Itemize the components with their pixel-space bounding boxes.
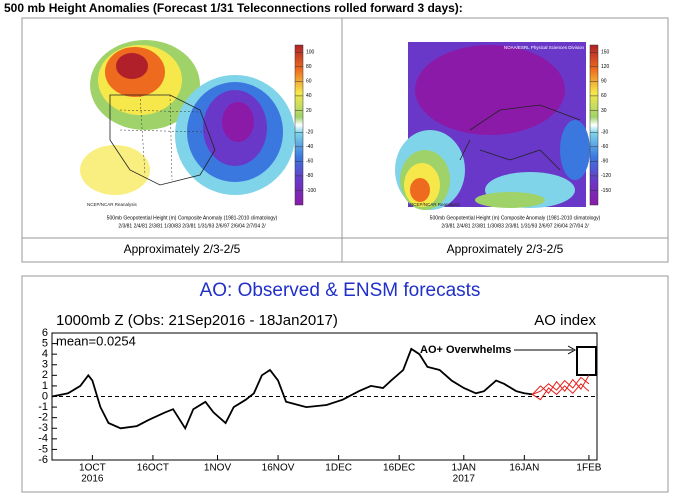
- x-tick-label: 1FEB: [576, 463, 601, 474]
- map-footer: 500mb Geopotential Height (m) Composite …: [107, 215, 278, 221]
- x-year-label: 2017: [453, 474, 476, 485]
- map-caption: Approximately 2/3-2/5: [447, 242, 564, 256]
- x-tick-label: 16DEC: [383, 463, 415, 474]
- x-year-label: 2016: [81, 474, 104, 485]
- series-line: [532, 376, 590, 395]
- map-source: NCEP/NCAR Reanalysis: [410, 202, 461, 207]
- y-tick-label: -1: [38, 401, 48, 413]
- x-tick-label: 1NOV: [204, 463, 232, 474]
- annotation-arrowhead: [567, 345, 577, 355]
- y-tick-label: 4: [42, 348, 48, 360]
- y-tick-label: 5: [42, 337, 48, 349]
- y-tick-label: -4: [38, 433, 48, 445]
- y-tick-label: -5: [38, 443, 48, 455]
- mean-label: mean=0.0254: [56, 333, 136, 348]
- y-tick-label: 1: [42, 380, 48, 392]
- series-line: [51, 347, 533, 431]
- colorbar-tick-label: 150: [601, 50, 610, 56]
- x-tick-label: 1DEC: [325, 463, 352, 474]
- y-tick-label: -3: [38, 422, 48, 434]
- map-caption: Approximately 2/3-2/5: [124, 242, 241, 256]
- y-tick-label: -6: [38, 454, 48, 466]
- colorbar-tick-label: 30: [601, 108, 607, 114]
- y-tick-label: 3: [42, 359, 48, 371]
- colorbar-tick-label: 60: [306, 79, 312, 85]
- x-tick-label: 16OCT: [137, 463, 169, 474]
- colorbar-tick-label: 60: [601, 93, 607, 99]
- map-footer: 500mb Geopotential Height (m) Composite …: [430, 215, 601, 221]
- colorbar-tick-label: -60: [306, 159, 313, 165]
- map-panel: [21, 17, 669, 263]
- colorbar-tick-label: -20: [306, 130, 313, 136]
- y-tick-label: -2: [38, 412, 48, 424]
- colorbar-tick-label: -80: [306, 173, 313, 179]
- x-tick-label: 1OCT: [79, 463, 106, 474]
- index-label: AO index: [534, 312, 596, 329]
- map-dates: 2/3/81 2/4/81 2/3/81 1/30/83 2/3/81 1/31…: [441, 223, 589, 229]
- chart-panel: [21, 275, 669, 493]
- map-source: NCEP/NCAR Reanalysis: [87, 202, 138, 207]
- colorbar-tick-label: 90: [601, 79, 607, 85]
- colorbar-tick-label: 20: [306, 108, 312, 114]
- x-tick-label: 16NOV: [262, 463, 295, 474]
- map-right: [395, 42, 599, 210]
- map-left: [80, 40, 304, 210]
- colorbar-tick-label: 100: [306, 50, 315, 56]
- y-tick-label: 6: [42, 327, 48, 339]
- header: 500 mb Height Anomalies (Forecast 1/31 T…: [4, 1, 463, 15]
- colorbar-tick-label: -40: [306, 144, 313, 150]
- map-dates: 2/3/81 2/4/81 2/3/81 1/30/83 2/3/81 1/31…: [118, 223, 266, 229]
- series-line: [532, 375, 590, 395]
- annotation-box: [576, 346, 597, 376]
- y-tick-label: 2: [42, 369, 48, 381]
- chart-title: AO: Observed & ENSM forecasts: [200, 280, 481, 301]
- colorbar-tick-label: -150: [601, 188, 611, 194]
- x-tick-label: 16JAN: [509, 463, 539, 474]
- y-tick-label: 0: [42, 390, 48, 402]
- colorbar-tick-label: 80: [306, 64, 312, 70]
- colorbar-tick-label: -30: [601, 130, 608, 136]
- colorbar-tick-label: -120: [601, 173, 611, 179]
- colorbar-tick-label: 120: [601, 64, 610, 70]
- chart-subtitle: 1000mb Z (Obs: 21Sep2016 - 18Jan2017): [56, 312, 338, 329]
- series-line: [532, 383, 590, 401]
- colorbar-tick-label: -90: [601, 159, 608, 165]
- colorbar-tick-label: -60: [601, 144, 608, 150]
- colorbar-tick-label: -100: [306, 188, 316, 194]
- x-tick-label: 1JAN: [452, 463, 476, 474]
- colorbar-tick-label: 40: [306, 93, 312, 99]
- map-credit: NOAA/ESRL Physical Sciences Division: [504, 45, 585, 50]
- map-credit: NOAA/ESRL Physical Sciences Division: [208, 45, 289, 50]
- annotation: AO+ Overwhelms: [420, 344, 511, 356]
